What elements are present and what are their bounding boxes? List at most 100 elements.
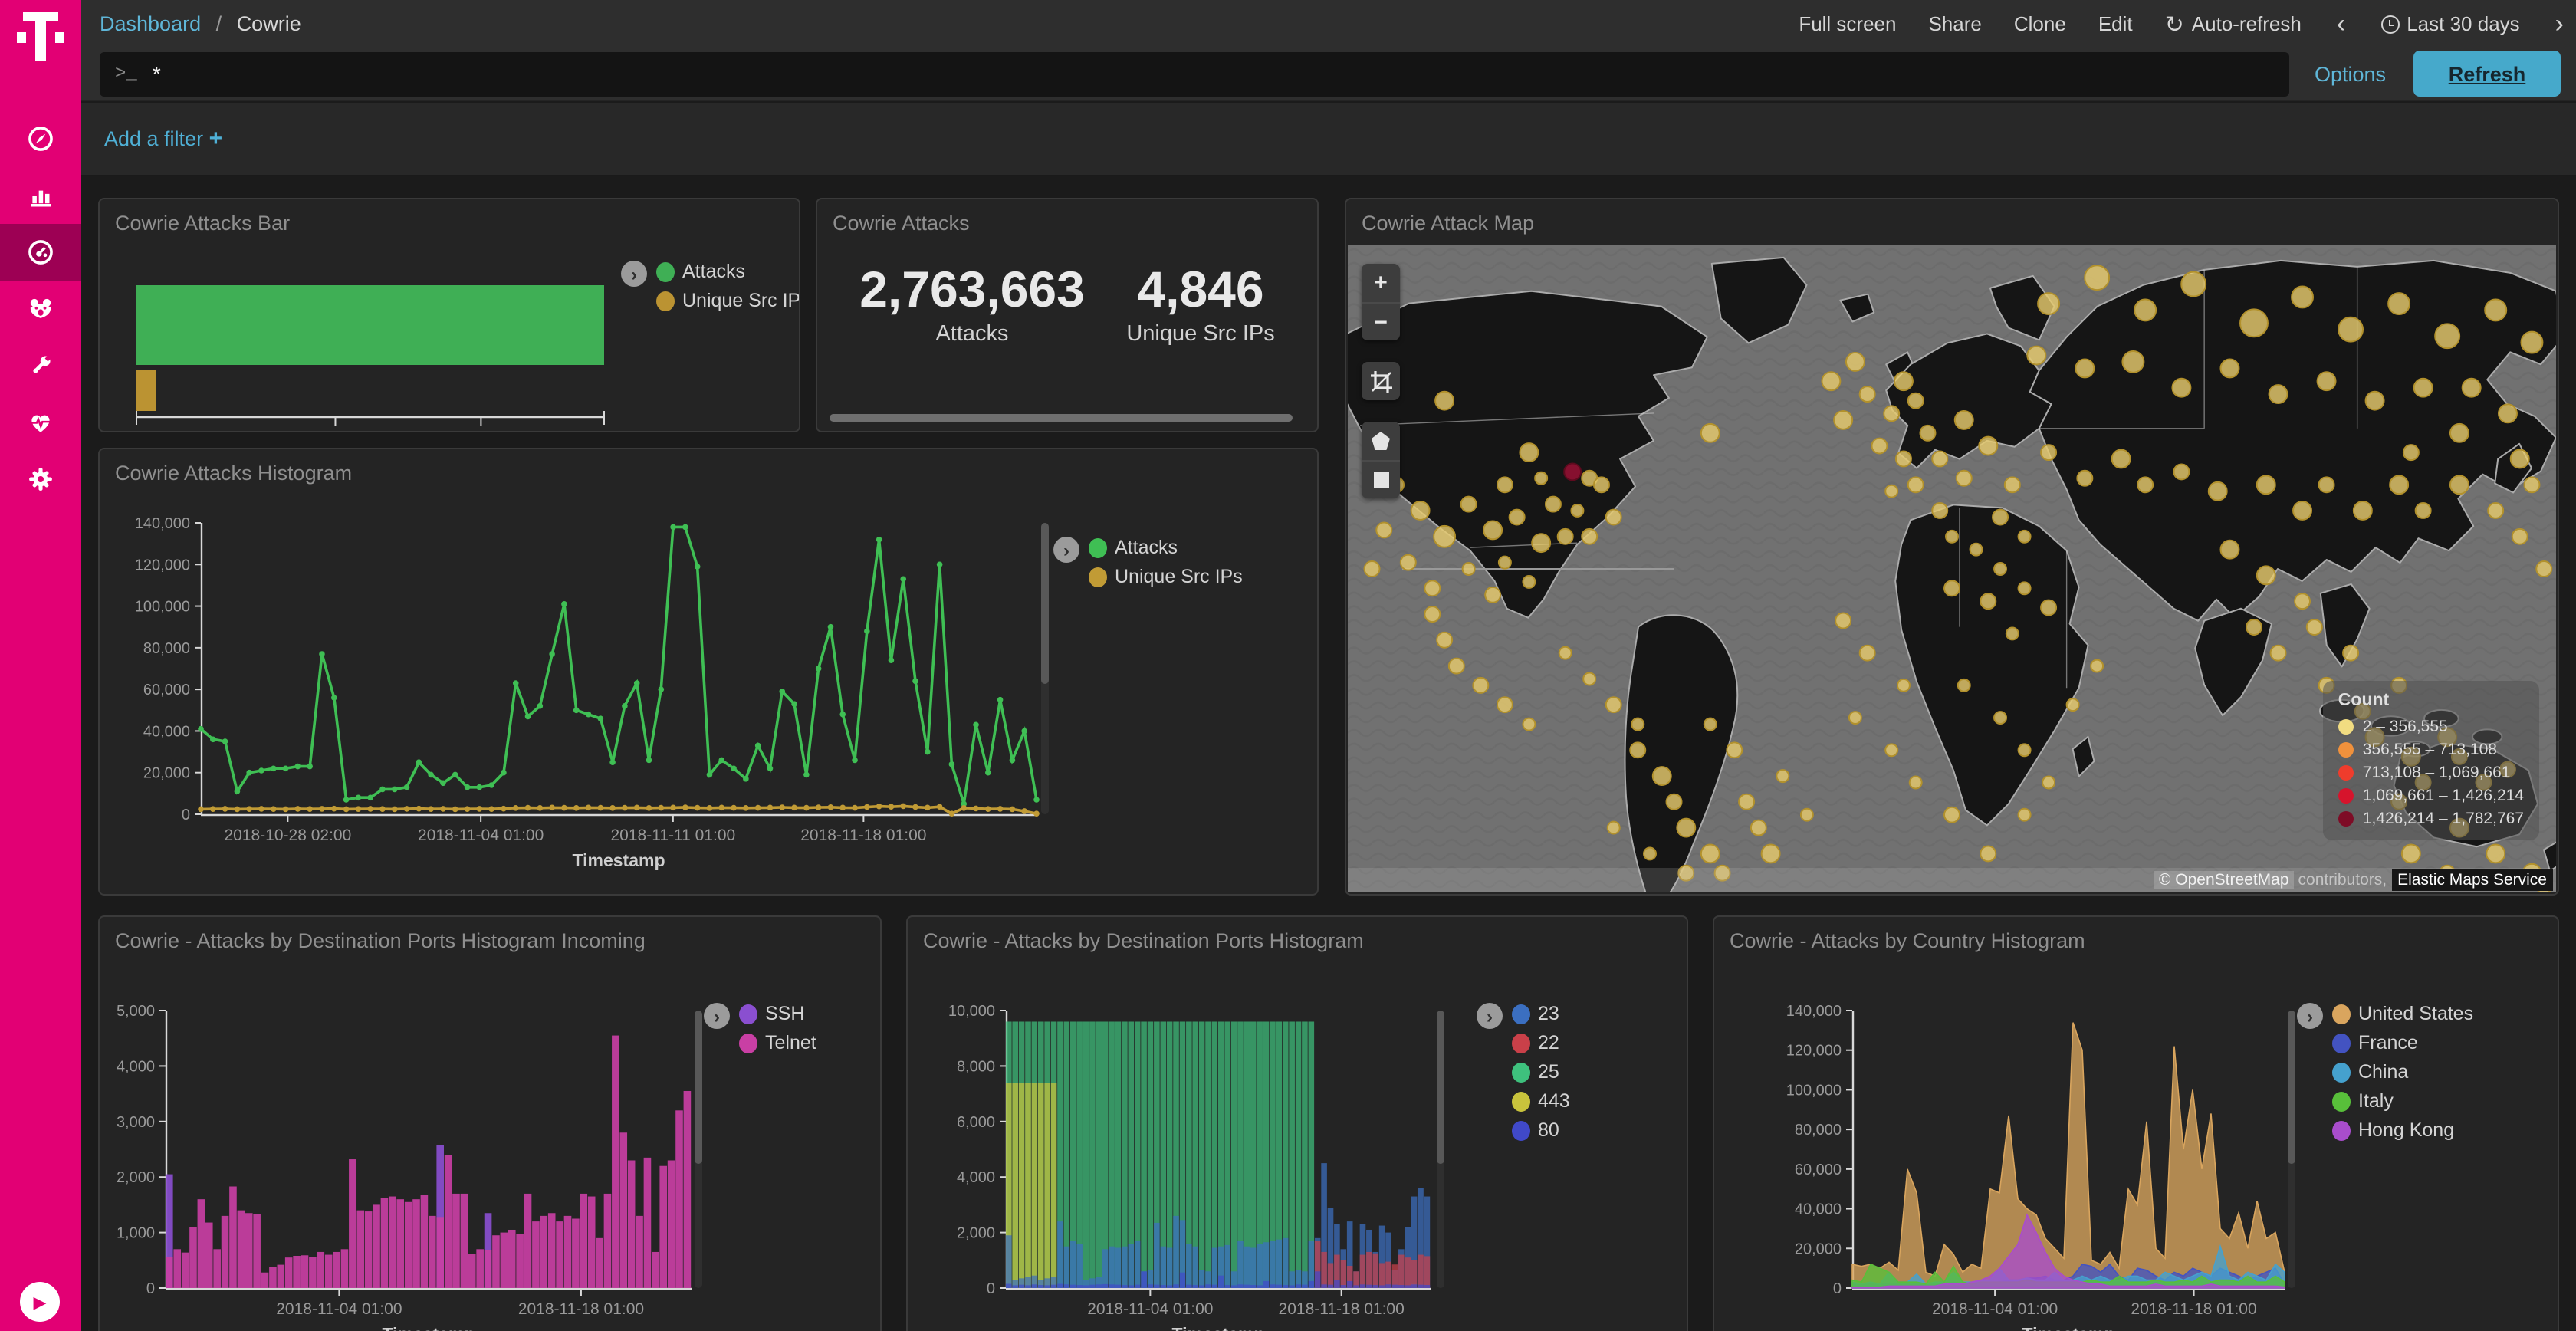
ems-attribution[interactable]: Elastic Maps Service [2391,869,2553,891]
attack-map[interactable]: + − [1348,245,2556,892]
legend-color-dot [2332,1033,2351,1053]
legend-color-dot [739,1033,757,1053]
svg-text:2018-11-04 01:00: 2018-11-04 01:00 [1087,1300,1213,1318]
metric-attacks: 2,763,663 Attacks [859,261,1085,347]
osm-attribution[interactable]: © OpenStreetMap [2154,871,2294,889]
panel-title: Cowrie Attacks [833,212,970,235]
legend-item[interactable]: Telnet [739,1032,816,1053]
sidebar-nav [0,110,81,508]
time-range-picker[interactable]: Last 30 days [2380,12,2520,35]
legend-item[interactable]: Unique Src IPs [656,290,800,311]
legend-label: United States [2358,1003,2474,1024]
svg-text:140,000: 140,000 [1786,1003,1842,1020]
legend-color-dot [2338,765,2354,781]
legend-label: Unique Src IPs [1115,566,1243,587]
time-forward-button[interactable]: › [2555,9,2564,38]
svg-text:1,500,000: 1,500,000 [445,431,517,432]
svg-text:80,000: 80,000 [143,640,190,657]
map-zoom-in-button[interactable]: + [1374,270,1388,296]
horizontal-scrollbar[interactable] [830,414,1293,422]
svg-text:40,000: 40,000 [1795,1201,1842,1218]
legend-item[interactable]: China [2332,1061,2473,1083]
legend-item[interactable]: France [2332,1032,2473,1053]
legend-item[interactable]: Hong Kong [2332,1119,2473,1141]
metric-value: 2,763,663 [859,261,1085,317]
legend-item[interactable]: 25 [1512,1061,1570,1083]
legend-item[interactable]: Attacks [656,261,799,282]
nav-action-edit[interactable]: Edit [2098,12,2133,35]
svg-text:8,000: 8,000 [957,1058,995,1075]
legend-color-dot [2332,1120,2351,1140]
svg-text:60,000: 60,000 [143,682,190,698]
sidebar-item-management[interactable] [0,451,81,508]
tmobile-logo[interactable] [17,12,64,64]
legend-label: Unique Src IPs [682,290,800,311]
sidebar-item-dashboard[interactable] [0,224,81,281]
svg-text:Timestamp: Timestamp [2022,1324,2114,1331]
svg-text:Timestamp: Timestamp [572,850,665,870]
legend-item[interactable]: 443 [1512,1090,1570,1112]
map-legend-title: Count [2338,692,2390,710]
vertical-scrollbar[interactable] [1041,523,1049,814]
options-link[interactable]: Options [2314,62,2386,85]
map-zoom-out-button[interactable]: − [1362,302,1400,340]
vertical-scrollbar[interactable] [1437,1011,1444,1288]
sidebar-collapse-button[interactable]: ▶ [20,1282,60,1322]
legend-item[interactable]: United States [2332,1003,2473,1024]
legend-item[interactable]: Unique Src IPs [1089,566,1243,587]
legend-expand-icon[interactable]: › [1053,537,1079,563]
svg-text:0: 0 [987,1280,995,1297]
breadcrumb-dashboard-link[interactable]: Dashboard [100,12,202,35]
map-draw-polygon-button[interactable] [1362,422,1400,460]
sidebar-item-timelion[interactable] [0,281,81,337]
legend-expand-icon[interactable]: › [1477,1003,1503,1029]
map-draw-rectangle-button[interactable] [1362,460,1400,498]
legend-item[interactable]: Italy [2332,1090,2473,1112]
legend-item[interactable]: 80 [1512,1119,1570,1141]
gear-icon [29,468,52,491]
sidebar: ▶ [0,0,81,1331]
svg-text:2018-10-28 02:00: 2018-10-28 02:00 [224,827,351,844]
attacks-histogram-chart: 0 20,000 40,000 60,000 80,000 100,000 120,000 1… [100,492,1317,894]
auto-refresh-button[interactable]: ↻ Auto-refresh [2164,12,2302,38]
compass-icon [28,127,53,151]
legend-label: Telnet [765,1032,816,1053]
plus-icon: + [209,126,223,152]
legend-item[interactable]: SSH [739,1003,816,1024]
search-input[interactable]: >_ * [100,51,2290,96]
add-filter-link[interactable]: Add a filter + [104,126,223,152]
bear-icon [30,298,51,318]
query-value[interactable]: * [152,61,161,86]
svg-text:2018-11-18 01:00: 2018-11-18 01:00 [1279,1300,1405,1318]
attacks-bar-chart: 500,000 1,500,000 [100,242,799,431]
svg-text:2,000: 2,000 [957,1225,995,1242]
nav-action-share[interactable]: Share [1928,12,1982,35]
refresh-button[interactable]: Refresh [2413,51,2561,97]
sidebar-item-visualize[interactable] [0,167,81,224]
country-histogram-chart: 0 20,000 40,000 60,000 80,000 100,000 120,000 1… [1714,960,2558,1331]
sidebar-item-monitoring[interactable] [0,394,81,451]
map-fit-bounds-button[interactable] [1362,362,1400,400]
legend-item[interactable]: Attacks [1089,537,1243,558]
legend-item[interactable]: 22 [1512,1032,1570,1053]
sidebar-item-dev-tools[interactable] [0,337,81,394]
vertical-scrollbar[interactable] [2288,1011,2295,1288]
legend-item[interactable]: 23 [1512,1003,1570,1024]
map-legend-row: 356,555 – 713,108 [2338,741,2524,759]
nav-action-full-screen[interactable]: Full screen [1799,12,1897,35]
svg-text:2018-11-11 01:00: 2018-11-11 01:00 [610,827,735,844]
sidebar-item-discover[interactable] [0,110,81,167]
legend-expand-icon[interactable]: › [704,1003,730,1029]
legend-range-label: 2 – 356,555 [2362,718,2448,736]
vertical-scrollbar[interactable] [695,1011,702,1288]
legend-color-dot [656,261,675,281]
svg-text:2018-11-18 01:00: 2018-11-18 01:00 [518,1300,644,1318]
svg-text:Timestamp: Timestamp [382,1324,475,1331]
svg-text:500,000: 500,000 [307,431,365,432]
time-back-button[interactable]: ‹ [2336,9,2346,38]
metric-value: 4,846 [1137,261,1264,317]
legend-expand-icon[interactable]: › [621,261,647,287]
legend-expand-icon[interactable]: › [2297,1003,2323,1029]
nav-action-clone[interactable]: Clone [2013,12,2066,35]
